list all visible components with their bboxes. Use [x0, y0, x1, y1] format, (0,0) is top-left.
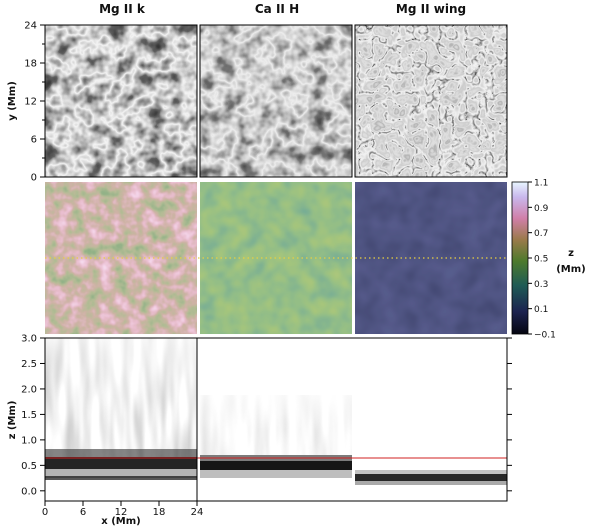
- z-tick-label-2: 1.0: [21, 435, 37, 446]
- y-axis-label-top: y (Mm): [7, 81, 18, 121]
- vertical-cut-mg-k: [45, 338, 197, 501]
- column-title-mg-k: Mg II k: [99, 2, 146, 16]
- z-tick-label-1: 0.5: [21, 461, 37, 472]
- height-map-row: [45, 182, 507, 334]
- colorbar-tick-label-1: 0.9: [534, 204, 549, 214]
- colorbar-scale: [511, 181, 529, 335]
- intensity-image-mg-wing: [355, 25, 507, 177]
- colorbar-tick-label-0: 1.1: [534, 179, 548, 189]
- colorbar-label-unit: (Mm): [556, 264, 586, 275]
- colorbar-tick-label-6: −0.1: [534, 331, 556, 341]
- vertical-cut-ca-h: [200, 338, 352, 501]
- y-tick-label-top-0: 0: [31, 173, 37, 184]
- vertical-cut-mg-wing: [355, 338, 507, 501]
- y-tick-label-top-1: 6: [31, 135, 37, 146]
- x-axis-label: x (Mm): [101, 516, 140, 527]
- colorbar-label-z: z: [568, 248, 574, 259]
- x-tick-label-4: 24: [191, 507, 204, 518]
- y-tick-label-top-3: 18: [24, 59, 37, 70]
- z-tick-label-3: 1.5: [21, 410, 37, 421]
- intensity-row: [44, 24, 508, 178]
- x-tick-label-2: 12: [115, 507, 128, 518]
- vertical-cut-row: [44, 337, 508, 502]
- z-tick-label-5: 2.5: [21, 359, 37, 370]
- z-tick-label-4: 2.0: [21, 384, 37, 395]
- colorbar-tick-label-2: 0.7: [534, 229, 548, 239]
- x-tick-label-3: 18: [153, 507, 166, 518]
- colorbar-tick-label-5: 0.1: [534, 305, 548, 315]
- intensity-image-mg-k: [45, 25, 197, 177]
- x-tick-label-1: 6: [80, 507, 86, 518]
- colorbar-tick-label-4: 0.3: [534, 280, 548, 290]
- y-tick-label-top-4: 24: [24, 21, 37, 32]
- column-title-mg-wing: Mg II wing: [396, 2, 466, 16]
- z-tick-label-6: 3.0: [21, 334, 37, 345]
- x-tick-label-0: 0: [42, 507, 48, 518]
- column-title-ca-h: Ca II H: [255, 2, 299, 16]
- y-axis-label-bottom: z (Mm): [7, 401, 18, 440]
- intensity-image-ca-h: [200, 25, 352, 177]
- z-tick-label-0: 0.0: [21, 486, 37, 497]
- colorbar-tick-label-3: 0.5: [534, 255, 548, 265]
- colorbar: 1.1 0.9 0.7 0.5 0.3 0.1 −0.1 z (Mm): [511, 179, 586, 341]
- y-tick-label-top-2: 12: [24, 97, 37, 108]
- height-map-mg-wing: [355, 182, 507, 334]
